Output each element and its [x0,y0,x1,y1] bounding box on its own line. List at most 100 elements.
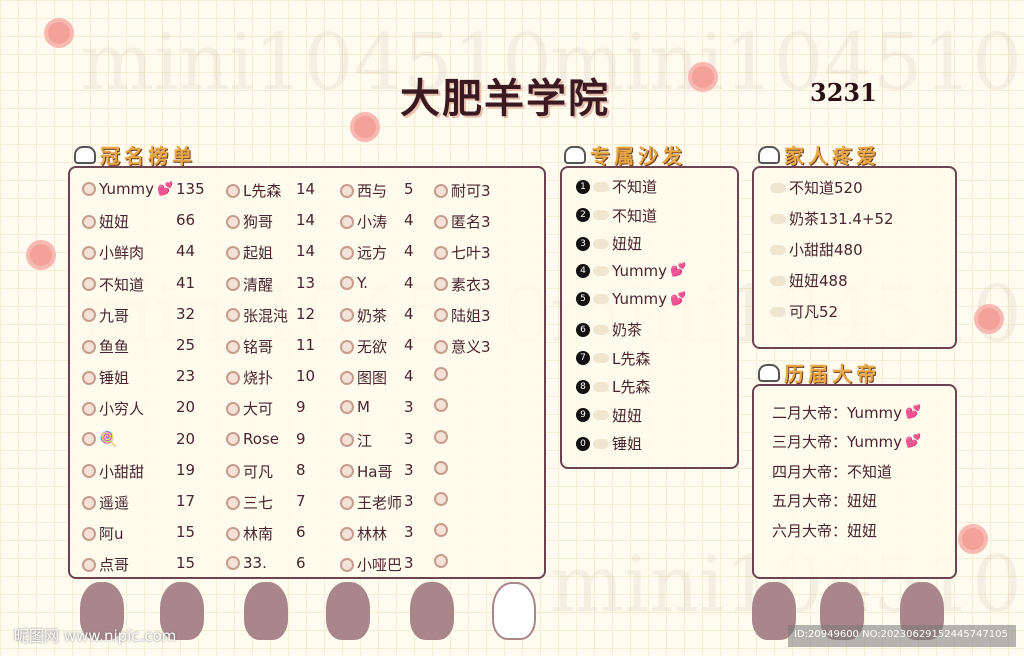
sheep-icon [226,245,240,260]
sofa-entry: 5 Yummy 💕 [576,290,686,308]
rank-number-badge: 7 [576,351,590,366]
entry-name: 意义3 [451,338,491,356]
sheep-icon [226,183,240,198]
cloud-icon [593,210,609,221]
ranking-entry: 远方 [340,242,387,263]
ranking-entry: 起姐 [226,242,273,263]
sheep-icon [340,557,354,572]
entry-score: 14 [296,180,316,198]
sofa-name: 不知道 [612,206,658,225]
entry-name: 🍭 [99,429,118,448]
flower-decoration [962,528,984,550]
sheep-icon [82,526,96,541]
sheep-icon [82,464,96,479]
emperor-entry: 六月大帝：妞妞 [772,520,877,541]
entry-score: 4 [404,304,414,323]
entry-score: 6 [296,523,306,542]
ranking-entry: 点哥 [82,554,129,575]
flower-decoration [692,66,714,88]
cloud-icon [770,306,786,317]
entry-score: 4 [404,273,414,292]
cloud-icon [593,238,609,249]
entry-score: 15 [176,523,196,542]
sheep-house-icon [74,145,96,164]
entry-name: 小穷人 [99,400,145,419]
emperor-text: 四月大帝：不知道 [772,462,893,481]
ranking-entry: 鱼鱼 [82,336,129,357]
ranking-entry: 奶茶 [340,305,387,326]
sheep-icon [434,523,448,538]
sofa-name: Yummy [612,261,668,280]
ranking-entry: 九哥 [82,305,129,326]
sheep-icon [340,433,354,448]
entry-score: 4 [404,242,414,261]
sofa-name: 锤姐 [612,435,643,454]
sheep-icon [226,526,240,541]
ranking-panel: Yummy 💕 135 妞妞 66 小鲜肉 44 不知道 41 九哥 32 鱼鱼 25 锤姐 23 小穷人 20… [68,166,546,579]
ranking-entry: 可凡 [226,461,273,482]
ranking-entry: 耐可3 [434,180,491,201]
ranking-entry: L先森 [226,180,281,201]
sheep-icon [82,431,96,446]
ranking-entry: 林南 [226,523,273,544]
rank-number-badge: 6 [576,322,590,337]
entry-score: 13 [296,273,316,292]
sofa-title: 专属沙发 [590,144,686,168]
emperor-entry: 五月大帝：妞妞 [772,490,877,511]
entry-score: 9 [296,429,306,448]
ranking-entry: 陆姐3 [434,305,491,326]
site-watermark: 昵图网 www.nipic.com [14,627,177,645]
sofa-entry: 2 不知道 [576,205,657,226]
sheep-icon [226,308,240,323]
sofa-entry: 1 不知道 [576,176,657,197]
ranking-entry: 意义3 [434,336,491,357]
ranking-entry: 三七 [226,492,273,513]
heart-icon: 💕 [670,263,687,279]
sheep-icon [226,339,240,354]
sofa-entry: 3 妞妞 [576,233,642,254]
sheep-icon [434,398,448,413]
sheep-house-icon [564,145,586,164]
sheep-icon [226,214,240,229]
ranking-entry: 图图 [340,367,387,388]
ranking-entry: 清醒 [226,274,273,295]
ranking-entry [434,554,451,569]
entry-name: 清醒 [243,275,274,294]
ranking-entry: Rose [226,430,279,448]
sheep-icon [434,460,448,475]
family-name: 小甜甜480 [789,241,863,259]
ranking-title: 冠名榜单 [100,144,196,168]
sheep-icon [340,214,354,229]
entry-name: Rose [243,429,279,448]
sheep-icon [434,367,448,382]
sheep-icon [434,339,448,354]
family-heading: 家人疼爱 [758,140,880,169]
sheep-icon [434,214,448,229]
image-id-bar: ID:20949600 NO:20230629152445747105 [788,625,1016,647]
page-title: 大肥羊学院 [400,76,610,122]
ranking-entry: Yummy 💕 [82,180,173,198]
sheep-icon [82,495,96,510]
entry-score: 20 [176,429,196,448]
cloud-icon [593,294,609,305]
cloud-icon [593,324,609,335]
cloud-icon [593,353,609,364]
entry-name: 江 [357,431,373,450]
family-name: 可凡52 [789,303,839,321]
viewer-count: 3231 [810,78,877,107]
entry-name: 远方 [357,244,388,263]
emperor-entry: 二月大帝：Yummy 💕 [772,402,921,423]
entry-name: 七叶3 [451,244,491,263]
emperor-entry: 四月大帝：不知道 [772,461,892,482]
sofa-entry: 6 奶茶 [576,319,642,340]
ranking-entry: 林林 [340,523,387,544]
ranking-entry [434,367,451,382]
heart-icon: 💕 [670,291,687,307]
entry-name: M [357,398,370,417]
entry-name: 林林 [357,525,388,544]
ranking-heading: 冠名榜单 [74,140,196,169]
entry-score: 3 [404,460,414,479]
rank-number-badge: 5 [576,292,590,307]
entry-score: 14 [296,211,316,230]
rank-number-badge: 9 [576,408,590,423]
